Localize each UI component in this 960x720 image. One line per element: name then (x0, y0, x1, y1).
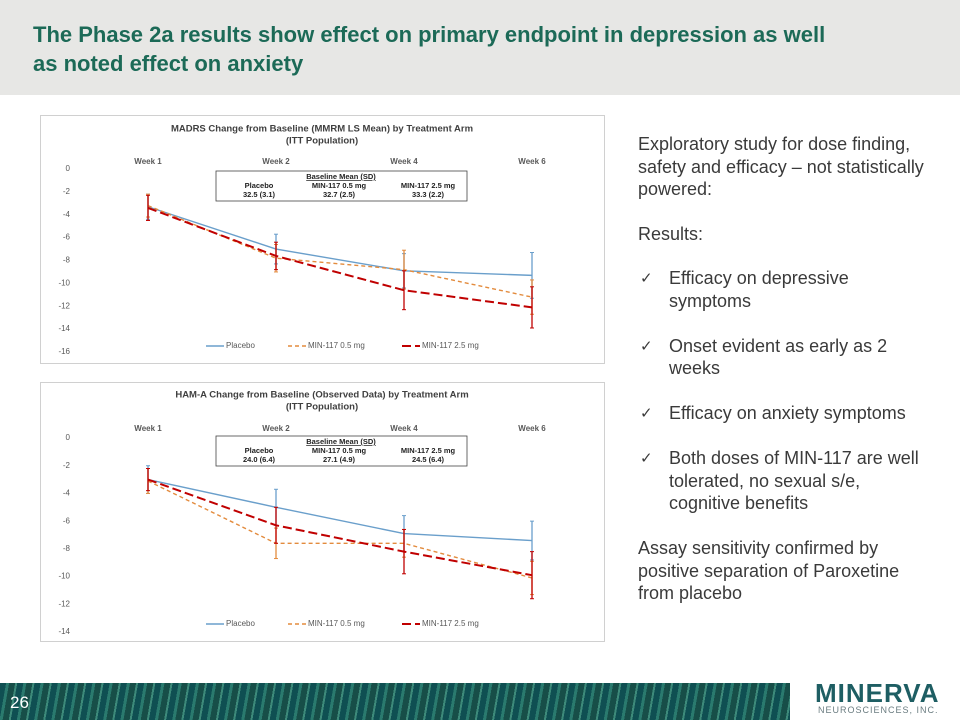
y-tick-label: -10 (58, 572, 70, 581)
chart-subtitle: (ITT Population) (286, 402, 358, 413)
y-tick-label: -4 (63, 210, 71, 219)
slide-title: The Phase 2a results show effect on prim… (33, 22, 826, 76)
closing-text: Assay sensitivity confirmed by positive … (638, 538, 900, 603)
result-bullet: Efficacy on anxiety symptoms (638, 402, 928, 425)
y-tick-label: -6 (63, 233, 71, 242)
chart-panel: MADRS Change from Baseline (MMRM LS Mean… (40, 115, 605, 364)
chart-title: MADRS Change from Baseline (MMRM LS Mean… (171, 124, 473, 135)
legend-label: MIN-117 2.5 mg (422, 619, 479, 628)
result-list: Efficacy on depressive symptoms Onset ev… (638, 267, 928, 515)
x-tick-label: Week 6 (518, 157, 546, 166)
x-tick-label: Week 2 (262, 157, 290, 166)
x-tick-label: Week 1 (134, 424, 162, 433)
series-line (147, 206, 533, 277)
inset-title: Baseline Mean (SD) (306, 437, 376, 446)
y-tick-label: -8 (63, 544, 71, 553)
series-line (147, 480, 533, 579)
intro-text: Exploratory study for dose finding, safe… (638, 134, 924, 199)
logo-subtitle: NEUROSCIENCES, INC. (818, 705, 939, 715)
chart: MADRS Change from Baseline (MMRM LS Mean… (58, 124, 546, 357)
inset-value: 24.5 (6.4) (412, 455, 445, 464)
inset-value: 24.0 (6.4) (243, 455, 276, 464)
series-line (147, 478, 533, 577)
page-number: 26 (10, 693, 29, 712)
y-tick-label: -6 (63, 516, 71, 525)
x-tick-label: Week 2 (262, 424, 290, 433)
legend-label: MIN-117 0.5 mg (308, 619, 365, 628)
inset-column: Placebo (245, 181, 274, 190)
x-tick-label: Week 6 (518, 424, 546, 433)
y-tick-label: 0 (66, 433, 71, 442)
series-line (147, 204, 533, 298)
y-tick-label: -16 (58, 347, 70, 356)
inset-column: MIN-117 2.5 mg (401, 181, 456, 190)
series-line (147, 206, 533, 309)
inset-value: 33.3 (2.2) (412, 190, 445, 199)
legend-label: MIN-117 0.5 mg (308, 341, 365, 350)
legend-label: Placebo (226, 341, 255, 350)
y-tick-label: -2 (63, 461, 71, 470)
inset-value: 32.7 (2.5) (323, 190, 356, 199)
chart-title: HAM-A Change from Baseline (Observed Dat… (175, 390, 468, 401)
y-tick-label: -4 (63, 489, 71, 498)
series-line (147, 478, 533, 542)
y-tick-label: -12 (58, 599, 70, 608)
y-tick-label: 0 (66, 164, 71, 173)
sidebar: Exploratory study for dose finding, safe… (638, 133, 928, 627)
x-tick-label: Week 1 (134, 157, 162, 166)
chart-panel: HAM-A Change from Baseline (Observed Dat… (40, 382, 605, 642)
y-tick-label: -14 (58, 324, 70, 333)
inset-value: 32.5 (3.1) (243, 190, 276, 199)
inset-value: 27.1 (4.9) (323, 455, 356, 464)
result-bullet: Onset evident as early as 2 weeks (638, 335, 928, 380)
chart-subtitle: (ITT Population) (286, 136, 358, 147)
chart: HAM-A Change from Baseline (Observed Dat… (58, 390, 546, 637)
y-tick-label: -8 (63, 256, 71, 265)
legend-label: Placebo (226, 619, 255, 628)
result-bullet: Both doses of MIN-117 are well tolerated… (638, 447, 928, 515)
inset-column: MIN-117 0.5 mg (312, 181, 367, 190)
x-tick-label: Week 4 (390, 424, 418, 433)
inset-column: Placebo (245, 446, 274, 455)
inset-box (215, 435, 468, 467)
results-heading: Results: (638, 223, 704, 244)
legend-label: MIN-117 2.5 mg (422, 341, 479, 350)
header-band (0, 0, 960, 95)
inset-column: MIN-117 2.5 mg (401, 446, 456, 455)
footer-band (0, 683, 790, 720)
inset-title: Baseline Mean (SD) (306, 172, 376, 181)
y-tick-label: -2 (63, 187, 71, 196)
x-tick-label: Week 4 (390, 157, 418, 166)
y-tick-label: -10 (58, 278, 70, 287)
logo: MINERVA (815, 678, 940, 708)
inset-column: MIN-117 0.5 mg (312, 446, 367, 455)
result-bullet: Efficacy on depressive symptoms (638, 267, 928, 312)
inset-box (215, 170, 468, 202)
y-tick-label: -12 (58, 301, 70, 310)
y-tick-label: -14 (58, 627, 70, 636)
